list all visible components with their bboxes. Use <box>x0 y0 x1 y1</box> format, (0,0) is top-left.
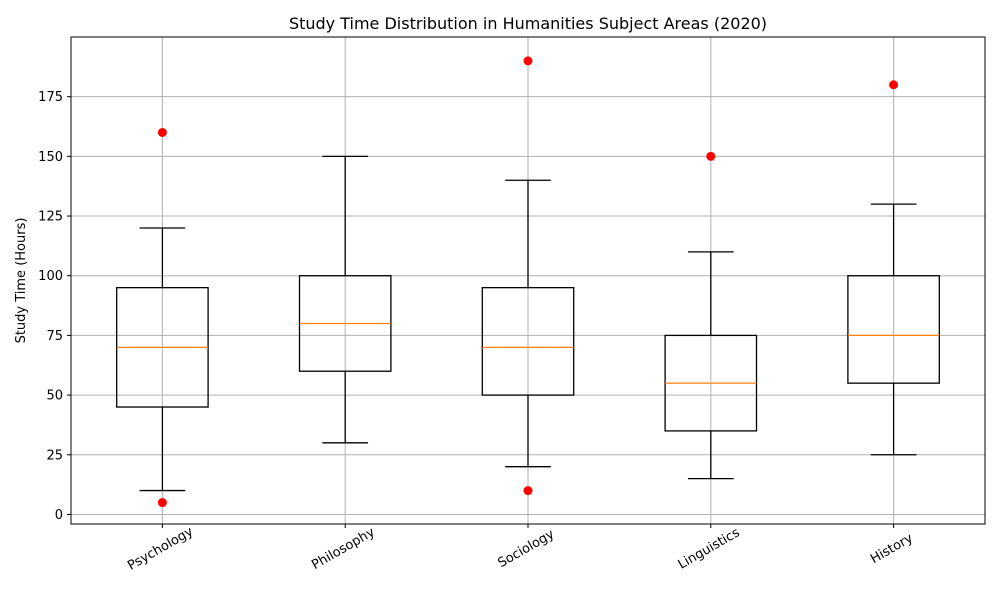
box-group-linguistics <box>664 151 758 480</box>
box-group-sociology <box>481 56 575 496</box>
outlier-point <box>157 127 167 137</box>
y-tick-label: 175 <box>38 90 63 105</box>
y-tick-label: 150 <box>38 150 63 165</box>
box-iqr <box>481 287 575 396</box>
box-group-history <box>847 80 940 456</box>
box-group-philosophy <box>298 155 392 444</box>
y-axis-label: Study Time (Hours) <box>14 218 29 344</box>
outlier-point <box>523 486 533 496</box>
box-layer <box>116 56 940 508</box>
y-tick-label: 125 <box>38 210 63 225</box>
outlier-point <box>523 56 533 66</box>
box-group-psychology <box>116 127 209 508</box>
box-iqr <box>847 275 940 384</box>
y-tick-label: 100 <box>38 269 63 284</box>
y-tick-label: 75 <box>46 329 63 344</box>
y-tick-label: 0 <box>55 508 63 523</box>
y-tick-label: 50 <box>46 389 63 404</box>
outlier-point <box>157 498 167 508</box>
y-tick-label: 25 <box>46 448 63 463</box>
chart-title: Study Time Distribution in Humanities Su… <box>289 14 767 33</box>
outlier-point <box>706 151 716 161</box>
outlier-point <box>889 80 899 90</box>
